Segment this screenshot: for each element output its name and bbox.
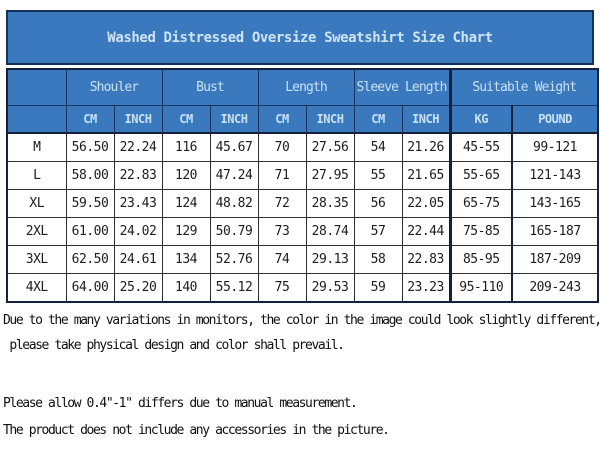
cell-value: 58.00 [65,161,115,190]
unit-blank-cell [6,105,67,134]
cell-value: 62.50 [65,245,115,274]
size-chart-table: Shouler Bust Length Sleeve Length Suitab… [6,68,600,303]
size-row-l: L 58.00 22.83 120 47.24 71 27.95 55 21.6… [6,161,599,190]
cell-value: 85-95 [448,245,513,274]
cell-value: 75 [257,273,307,303]
unit-sleeve-inch: INCH [401,105,451,134]
cell-value: 187-209 [511,245,599,274]
cell-value: 27.56 [305,132,355,162]
size-label: XL [6,189,67,218]
cell-value: 59 [353,273,403,303]
cell-value: 129 [161,217,211,246]
size-chart-title: Washed Distressed Oversize Sweatshirt Si… [107,29,493,46]
unit-length-cm: CM [257,105,307,134]
size-chart-title-box: Washed Distressed Oversize Sweatshirt Si… [6,10,594,65]
cell-value: 29.53 [305,273,355,303]
group-header-row: Shouler Bust Length Sleeve Length Suitab… [6,68,599,106]
unit-bust-cm: CM [161,105,211,134]
cell-value: 22.83 [401,245,451,274]
corner-blank-cell [6,68,67,106]
cell-value: 28.35 [305,189,355,218]
cell-value: 116 [161,132,211,162]
cell-value: 74 [257,245,307,274]
note-monitor-color-line1: Due to the many variations in monitors, … [3,313,601,328]
cell-value: 50.79 [209,217,259,246]
size-label: 4XL [6,273,67,303]
cell-value: 55.12 [209,273,259,303]
cell-value: 22.44 [401,217,451,246]
cell-value: 165-187 [511,217,599,246]
cell-value: 143-165 [511,189,599,218]
size-label: L [6,161,67,190]
size-label: M [6,132,67,162]
cell-value: 64.00 [65,273,115,303]
cell-value: 45.67 [209,132,259,162]
unit-sleeve-cm: CM [353,105,403,134]
cell-value: 52.76 [209,245,259,274]
cell-value: 47.24 [209,161,259,190]
cell-value: 57 [353,217,403,246]
note-accessories: The product does not include any accesso… [3,423,390,438]
cell-value: 55-65 [448,161,513,190]
cell-value: 22.24 [113,132,163,162]
cell-value: 140 [161,273,211,303]
cell-value: 59.50 [65,189,115,218]
cell-value: 95-110 [448,273,513,303]
cell-value: 61.00 [65,217,115,246]
size-row-2xl: 2XL 61.00 24.02 129 50.79 73 28.74 57 22… [6,217,599,246]
cell-value: 71 [257,161,307,190]
cell-value: 24.02 [113,217,163,246]
cell-value: 65-75 [448,189,513,218]
cell-value: 56.50 [65,132,115,162]
cell-value: 21.65 [401,161,451,190]
cell-value: 25.20 [113,273,163,303]
note-monitor-color-line2: please take physical design and color sh… [3,338,345,353]
cell-value: 23.43 [113,189,163,218]
group-header-length: Length [257,68,355,106]
cell-value: 121-143 [511,161,599,190]
cell-value: 72 [257,189,307,218]
cell-value: 22.83 [113,161,163,190]
unit-weight-pound: POUND [511,105,599,134]
unit-shoulder-cm: CM [65,105,115,134]
size-label: 2XL [6,217,67,246]
cell-value: 124 [161,189,211,218]
unit-header-row: CM INCH CM INCH CM INCH CM INCH KG POUND [6,105,599,134]
group-header-suitable-weight: Suitable Weight [448,68,599,106]
unit-weight-kg: KG [448,105,513,134]
unit-bust-inch: INCH [209,105,259,134]
cell-value: 23.23 [401,273,451,303]
note-manual-measurement: Please allow 0.4"-1" differs due to manu… [3,396,358,411]
cell-value: 120 [161,161,211,190]
size-row-xl: XL 59.50 23.43 124 48.82 72 28.35 56 22.… [6,189,599,218]
cell-value: 48.82 [209,189,259,218]
cell-value: 99-121 [511,132,599,162]
cell-value: 28.74 [305,217,355,246]
cell-value: 45-55 [448,132,513,162]
cell-value: 54 [353,132,403,162]
cell-value: 70 [257,132,307,162]
group-header-sleeve-length: Sleeve Length [353,68,451,106]
cell-value: 55 [353,161,403,190]
cell-value: 75-85 [448,217,513,246]
cell-value: 209-243 [511,273,599,303]
size-label: 3XL [6,245,67,274]
size-row-m: M 56.50 22.24 116 45.67 70 27.56 54 21.2… [6,132,599,162]
cell-value: 24.61 [113,245,163,274]
unit-shoulder-inch: INCH [113,105,163,134]
group-header-shoulder: Shouler [65,68,163,106]
cell-value: 58 [353,245,403,274]
cell-value: 134 [161,245,211,274]
cell-value: 56 [353,189,403,218]
unit-length-inch: INCH [305,105,355,134]
size-row-3xl: 3XL 62.50 24.61 134 52.76 74 29.13 58 22… [6,245,599,274]
size-row-4xl: 4XL 64.00 25.20 140 55.12 75 29.53 59 23… [6,273,599,303]
cell-value: 29.13 [305,245,355,274]
cell-value: 21.26 [401,132,451,162]
cell-value: 22.05 [401,189,451,218]
cell-value: 27.95 [305,161,355,190]
group-header-bust: Bust [161,68,259,106]
cell-value: 73 [257,217,307,246]
